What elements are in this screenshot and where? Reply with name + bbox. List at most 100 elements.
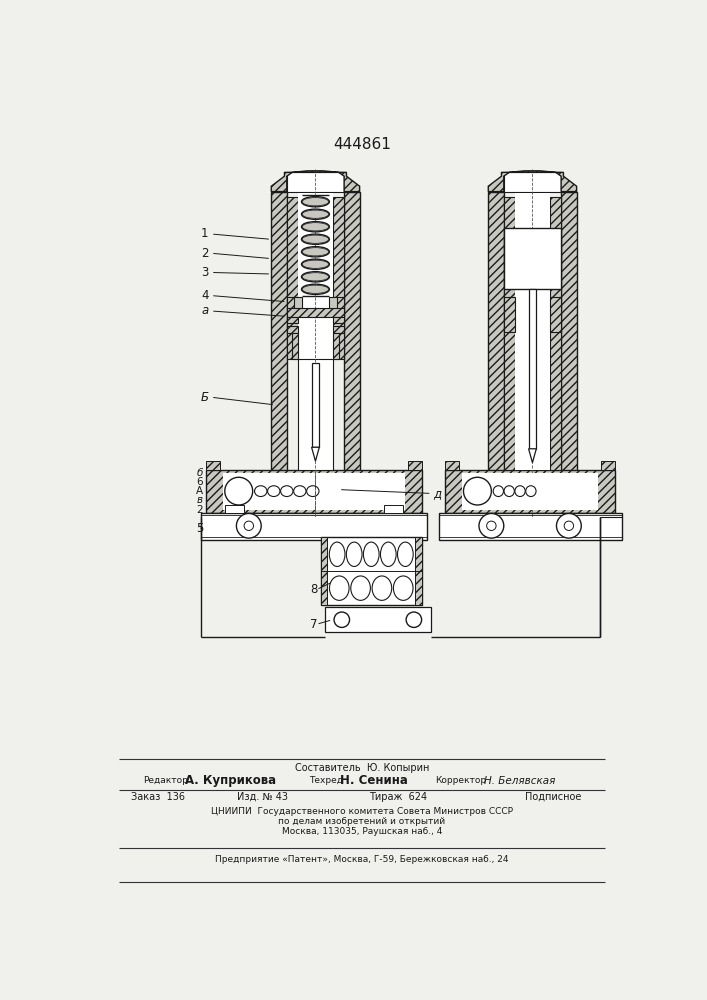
Ellipse shape [363, 542, 379, 566]
Text: 1: 1 [201, 227, 209, 240]
Text: Техред: Техред [309, 776, 344, 785]
Text: Составитель  Ю. Копырин: Составитель Ю. Копырин [295, 763, 429, 773]
Bar [550, 197, 561, 470]
Ellipse shape [303, 273, 329, 281]
Ellipse shape [303, 210, 329, 218]
Circle shape [406, 612, 421, 627]
Bar [321, 537, 421, 605]
Bar [287, 326, 298, 333]
Text: А. Куприкова: А. Куприкова [185, 774, 276, 787]
Ellipse shape [346, 542, 362, 566]
Text: 8: 8 [310, 583, 317, 596]
Bar [287, 297, 298, 309]
Bar [223, 473, 404, 510]
Bar [329, 297, 337, 308]
Ellipse shape [303, 198, 329, 206]
Bar [529, 289, 537, 449]
Text: 6: 6 [197, 477, 203, 487]
Bar [298, 359, 333, 470]
Bar [445, 470, 615, 513]
Bar [287, 308, 344, 317]
Text: ЦНИИПИ  Государственного комитета Совета Министров СССР: ЦНИИПИ Государственного комитета Совета … [211, 807, 513, 816]
Bar [321, 537, 327, 605]
Text: 7: 7 [310, 618, 317, 631]
Text: 4: 4 [201, 289, 209, 302]
Bar [445, 461, 459, 470]
Ellipse shape [303, 285, 329, 293]
Text: 2: 2 [197, 505, 203, 515]
Ellipse shape [303, 235, 329, 243]
Text: а: а [201, 304, 209, 317]
Bar [489, 192, 504, 513]
Text: 5: 5 [196, 522, 203, 535]
Bar [333, 317, 344, 323]
Bar [504, 297, 515, 332]
Bar [550, 297, 561, 332]
Polygon shape [271, 171, 360, 192]
Bar [225, 505, 244, 513]
Ellipse shape [397, 542, 413, 566]
Bar [271, 192, 287, 513]
Bar [333, 326, 344, 333]
Bar [333, 333, 339, 359]
Bar [298, 193, 333, 197]
Circle shape [486, 521, 496, 530]
Bar [333, 297, 344, 309]
Polygon shape [529, 449, 537, 463]
Text: Редактор: Редактор [143, 776, 187, 785]
Text: д: д [433, 487, 441, 500]
Bar [292, 333, 298, 359]
Text: Корректор: Корректор [435, 776, 486, 785]
Bar [293, 297, 301, 308]
Ellipse shape [329, 576, 349, 600]
Text: Тираж  624: Тираж 624 [369, 792, 428, 802]
Bar [206, 470, 421, 513]
Bar [504, 172, 561, 192]
Bar [462, 473, 598, 510]
Text: б: б [197, 468, 203, 478]
Bar [602, 461, 615, 470]
Polygon shape [489, 171, 577, 192]
Circle shape [334, 612, 349, 627]
Text: 3: 3 [201, 266, 209, 279]
Ellipse shape [329, 542, 345, 566]
Text: в: в [197, 495, 203, 505]
Ellipse shape [303, 260, 329, 268]
Circle shape [236, 513, 261, 538]
Text: Москва, 113035, Раушская наб., 4: Москва, 113035, Раушская наб., 4 [282, 827, 442, 836]
Bar [344, 192, 360, 513]
Bar [325, 607, 431, 632]
Bar [201, 513, 427, 540]
Circle shape [464, 477, 491, 505]
Bar [333, 197, 344, 359]
Bar [416, 537, 421, 605]
Text: Изд. № 43: Изд. № 43 [238, 792, 288, 802]
Bar [408, 461, 421, 470]
Text: 2: 2 [201, 247, 209, 260]
Circle shape [556, 513, 581, 538]
Bar [384, 505, 403, 513]
Bar [438, 513, 621, 540]
Ellipse shape [303, 248, 329, 256]
Bar [504, 228, 561, 289]
Text: по делам изобретений и открытий: по делам изобретений и открытий [279, 817, 445, 826]
Bar [504, 197, 515, 470]
Text: Предприятие «Патент», Москва, Г-59, Бережковская наб., 24: Предприятие «Патент», Москва, Г-59, Бере… [215, 855, 509, 864]
Text: 444861: 444861 [333, 137, 391, 152]
Circle shape [479, 513, 504, 538]
Bar [561, 192, 577, 513]
Text: А: А [196, 486, 203, 496]
Ellipse shape [372, 576, 392, 600]
Circle shape [564, 521, 573, 530]
Bar [312, 363, 320, 447]
Text: Н. Белявская: Н. Белявская [484, 776, 555, 786]
Bar [287, 317, 298, 323]
Ellipse shape [393, 576, 413, 600]
Polygon shape [312, 447, 320, 461]
Circle shape [225, 477, 252, 505]
Bar [298, 197, 333, 470]
Circle shape [244, 521, 254, 530]
Text: Подписное: Подписное [525, 792, 582, 802]
Bar [287, 197, 298, 359]
Text: Б: Б [201, 391, 209, 404]
